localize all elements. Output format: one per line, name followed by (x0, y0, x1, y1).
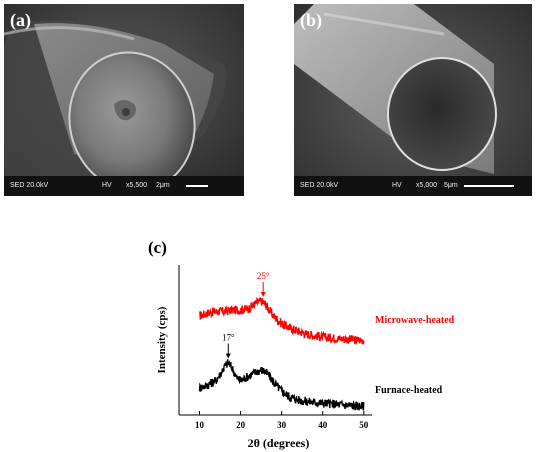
peak-annotation-arrowhead (225, 353, 231, 359)
panel-label-b: (b) (300, 10, 322, 30)
peak-annotation-arrowhead (260, 292, 266, 297)
series-label-furnace-heated: Furnace-heated (375, 385, 443, 396)
x-tick-label: 50 (359, 420, 369, 430)
x-tick-label: 10 (195, 420, 205, 430)
xrd-chart-svg: 10 20 30 40 50 2θ (degrees) Intensity (cps) Mic… (156, 265, 455, 450)
sem-info-bar-b: SED 20.0kV HV x5,000 5μm (294, 176, 532, 196)
x-tick-label: 20 (236, 420, 246, 430)
peak-annotation-label: 17° (222, 333, 235, 343)
xrd-chart: (c) 10 20 30 40 50 2θ (degrees) Intensity (cps… (130, 232, 550, 452)
panel-label-c: (c) (148, 238, 167, 257)
scale-bar-a (186, 185, 208, 187)
peak-annotation-label: 25° (257, 271, 270, 281)
sem-detector-b: SED 20.0kV (300, 182, 339, 189)
series-line-furnace-heated (198, 359, 365, 411)
x-tick-label: 30 (277, 420, 287, 430)
panel-label-a: (a) (10, 10, 31, 30)
y-axis-label: Intensity (cps) (156, 306, 168, 373)
sem-info-bar-a: SED 20.0kV HV x5,500 2μm (4, 176, 244, 196)
sem-image-b: (b) SED 20.0kV HV x5,000 5μm (294, 4, 532, 196)
sem-mode-b: HV (392, 182, 402, 189)
series-label-microwave-heated: Microwave-heated (375, 315, 455, 326)
sem-fiber-cross-section-a (4, 4, 244, 196)
sem-image-a: (a) SED 20.0kV HV x5,500 2μm (4, 4, 244, 196)
sem-detector-a: SED 20.0kV (10, 182, 49, 189)
scale-bar-b (464, 185, 514, 187)
series-line-microwave-heated (199, 296, 365, 346)
sem-magnification-b: x5,000 (416, 182, 438, 189)
sem-scale-label-b: 5μm (444, 182, 458, 189)
x-axis-label: 2θ (degrees) (248, 436, 310, 450)
sem-mode-a: HV (102, 182, 112, 189)
x-tick-label: 40 (318, 420, 328, 430)
sem-magnification-a: x5,500 (126, 182, 148, 189)
sem-fiber-cross-section-b (294, 4, 532, 196)
sem-scale-label-a: 2μm (156, 182, 170, 189)
